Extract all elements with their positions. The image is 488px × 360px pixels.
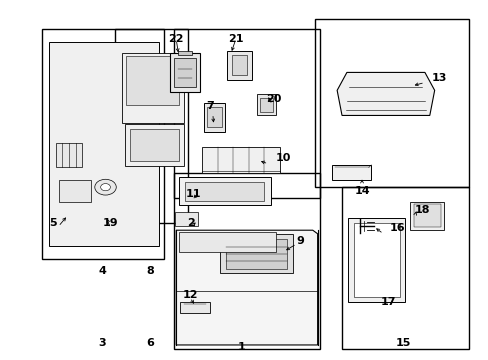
Bar bbox=[184, 182, 264, 201]
Text: 13: 13 bbox=[430, 73, 446, 83]
Text: 2: 2 bbox=[186, 218, 194, 228]
Text: 17: 17 bbox=[380, 297, 395, 307]
Bar bbox=[175, 212, 198, 226]
Bar bbox=[409, 202, 444, 230]
Bar bbox=[173, 30, 320, 198]
Bar bbox=[227, 51, 251, 80]
Bar bbox=[347, 218, 405, 302]
Bar bbox=[173, 173, 320, 348]
Circle shape bbox=[95, 179, 116, 195]
Polygon shape bbox=[178, 232, 276, 252]
Text: 18: 18 bbox=[414, 206, 430, 216]
Text: 5: 5 bbox=[49, 218, 57, 228]
Bar bbox=[353, 223, 399, 297]
Bar bbox=[231, 55, 247, 75]
Text: 8: 8 bbox=[146, 266, 154, 276]
Bar bbox=[220, 234, 293, 273]
Bar bbox=[225, 239, 287, 269]
Bar bbox=[203, 103, 224, 132]
Text: 10: 10 bbox=[275, 153, 290, 163]
Text: 4: 4 bbox=[98, 266, 106, 276]
Bar bbox=[174, 58, 195, 87]
Bar bbox=[42, 30, 163, 259]
Text: 7: 7 bbox=[206, 102, 214, 112]
Text: 14: 14 bbox=[353, 186, 369, 196]
Bar bbox=[115, 30, 188, 223]
Text: 15: 15 bbox=[394, 338, 410, 348]
Bar bbox=[202, 147, 280, 173]
Text: 1: 1 bbox=[238, 342, 245, 352]
Text: 3: 3 bbox=[98, 338, 106, 348]
Bar bbox=[260, 98, 272, 112]
Bar bbox=[315, 19, 468, 187]
Bar bbox=[59, 180, 91, 202]
Text: 16: 16 bbox=[389, 224, 405, 233]
Text: 11: 11 bbox=[185, 189, 201, 199]
Bar bbox=[331, 165, 370, 180]
Bar bbox=[126, 56, 178, 105]
Bar bbox=[206, 107, 221, 127]
Bar bbox=[49, 42, 159, 246]
Text: 19: 19 bbox=[102, 218, 118, 228]
Text: 20: 20 bbox=[266, 94, 281, 104]
Polygon shape bbox=[336, 72, 434, 116]
Bar bbox=[178, 177, 271, 205]
Bar bbox=[256, 94, 276, 116]
Bar bbox=[170, 53, 199, 92]
Polygon shape bbox=[176, 230, 317, 345]
Bar bbox=[130, 129, 178, 161]
Text: 6: 6 bbox=[146, 338, 154, 348]
Bar bbox=[177, 51, 192, 55]
Text: 21: 21 bbox=[227, 35, 243, 44]
Circle shape bbox=[101, 184, 110, 191]
Bar bbox=[125, 125, 183, 166]
Bar bbox=[341, 187, 468, 348]
Bar bbox=[413, 204, 440, 227]
Text: 22: 22 bbox=[168, 35, 183, 44]
Text: 9: 9 bbox=[296, 236, 304, 246]
Text: 12: 12 bbox=[182, 290, 198, 300]
Bar bbox=[122, 53, 183, 123]
Bar bbox=[180, 302, 210, 313]
Bar bbox=[56, 143, 82, 167]
